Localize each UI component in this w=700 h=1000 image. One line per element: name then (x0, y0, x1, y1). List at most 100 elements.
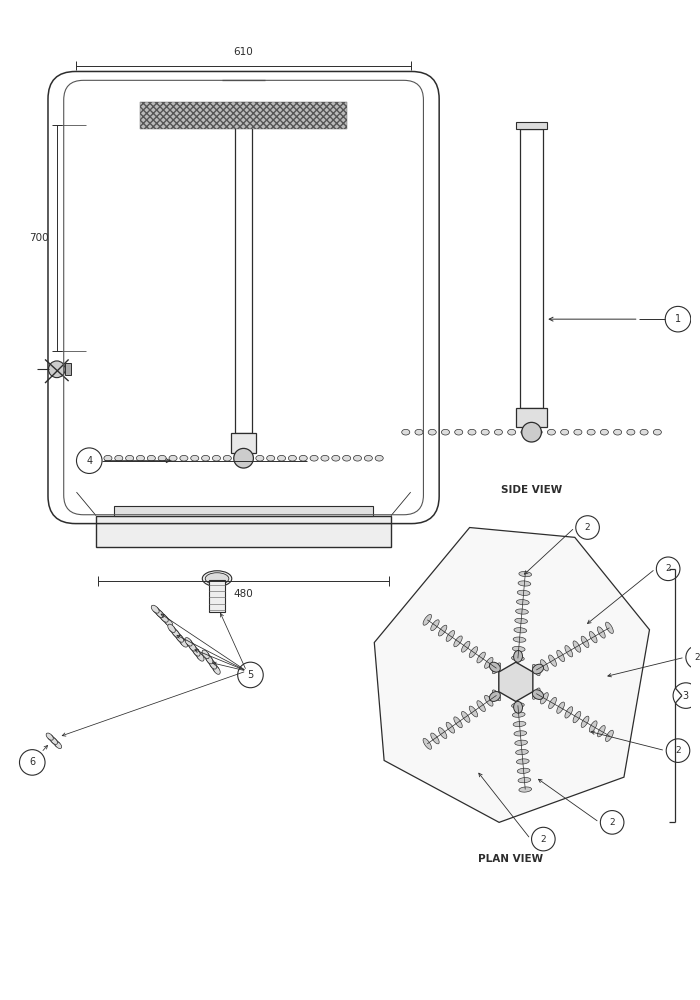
Ellipse shape (517, 768, 530, 773)
Ellipse shape (454, 636, 462, 647)
Ellipse shape (481, 429, 489, 435)
Ellipse shape (454, 717, 462, 728)
Ellipse shape (587, 429, 595, 435)
Polygon shape (374, 528, 650, 822)
Ellipse shape (332, 455, 340, 461)
Ellipse shape (156, 610, 164, 618)
Ellipse shape (461, 641, 470, 652)
Circle shape (76, 448, 102, 473)
Circle shape (666, 739, 690, 762)
Ellipse shape (601, 429, 608, 435)
Ellipse shape (540, 693, 548, 704)
Ellipse shape (518, 581, 531, 586)
Ellipse shape (484, 695, 493, 706)
Bar (516, 122, 547, 129)
Bar (64, 363, 71, 375)
Ellipse shape (597, 627, 606, 638)
Ellipse shape (158, 455, 166, 461)
Ellipse shape (442, 429, 449, 435)
Ellipse shape (180, 639, 188, 647)
Circle shape (48, 361, 65, 378)
Ellipse shape (423, 614, 431, 625)
Ellipse shape (565, 646, 573, 657)
Circle shape (20, 750, 45, 775)
Ellipse shape (514, 650, 522, 662)
Ellipse shape (519, 787, 531, 792)
Ellipse shape (256, 455, 264, 461)
Ellipse shape (364, 455, 372, 461)
Ellipse shape (589, 631, 597, 643)
Ellipse shape (245, 455, 253, 461)
Ellipse shape (212, 455, 220, 461)
Ellipse shape (151, 605, 159, 613)
Ellipse shape (277, 455, 286, 461)
Ellipse shape (202, 650, 209, 659)
Ellipse shape (518, 778, 531, 783)
Text: 2: 2 (584, 523, 590, 532)
Ellipse shape (160, 614, 168, 622)
Ellipse shape (561, 429, 568, 435)
Ellipse shape (176, 634, 183, 642)
Ellipse shape (626, 429, 635, 435)
Ellipse shape (477, 652, 485, 663)
Text: 1: 1 (675, 314, 681, 324)
Ellipse shape (438, 728, 447, 738)
Ellipse shape (169, 455, 177, 461)
Ellipse shape (180, 455, 188, 461)
Ellipse shape (540, 660, 548, 671)
Circle shape (576, 516, 599, 539)
Bar (520, 129, 543, 408)
Ellipse shape (573, 711, 581, 723)
Ellipse shape (492, 663, 500, 674)
Ellipse shape (653, 429, 662, 435)
Ellipse shape (213, 666, 220, 674)
Ellipse shape (556, 702, 564, 713)
Ellipse shape (234, 455, 242, 461)
Text: 610: 610 (234, 47, 253, 57)
Ellipse shape (185, 638, 193, 646)
Bar (209, 580, 225, 612)
Ellipse shape (517, 590, 530, 595)
Text: 2: 2 (695, 653, 700, 662)
Text: 480: 480 (234, 589, 253, 599)
Ellipse shape (533, 690, 543, 699)
Ellipse shape (423, 738, 431, 749)
Ellipse shape (517, 759, 529, 764)
Ellipse shape (606, 730, 613, 742)
Ellipse shape (299, 455, 307, 461)
Ellipse shape (55, 741, 62, 749)
Text: 6: 6 (29, 757, 35, 767)
Ellipse shape (193, 648, 200, 656)
Circle shape (506, 672, 526, 692)
Ellipse shape (640, 429, 648, 435)
Ellipse shape (513, 721, 526, 727)
Text: 2: 2 (666, 564, 671, 573)
Ellipse shape (614, 429, 622, 435)
Ellipse shape (115, 455, 122, 461)
Ellipse shape (516, 609, 528, 614)
Ellipse shape (202, 571, 232, 586)
Ellipse shape (209, 660, 216, 669)
Ellipse shape (168, 624, 175, 632)
Ellipse shape (206, 655, 213, 664)
Circle shape (673, 683, 699, 708)
Ellipse shape (430, 620, 439, 631)
Ellipse shape (469, 647, 477, 658)
Ellipse shape (516, 749, 528, 755)
Polygon shape (499, 662, 533, 701)
Ellipse shape (549, 697, 557, 709)
Ellipse shape (267, 455, 274, 461)
Text: 3: 3 (682, 691, 689, 701)
Ellipse shape (574, 429, 582, 435)
Ellipse shape (415, 429, 423, 435)
Ellipse shape (533, 664, 543, 674)
Ellipse shape (172, 629, 179, 637)
Ellipse shape (508, 429, 516, 435)
Ellipse shape (489, 662, 500, 672)
Ellipse shape (147, 455, 155, 461)
Ellipse shape (190, 455, 199, 461)
Ellipse shape (489, 692, 500, 701)
Circle shape (234, 448, 253, 468)
Ellipse shape (514, 628, 526, 633)
Bar (141, 102, 346, 129)
